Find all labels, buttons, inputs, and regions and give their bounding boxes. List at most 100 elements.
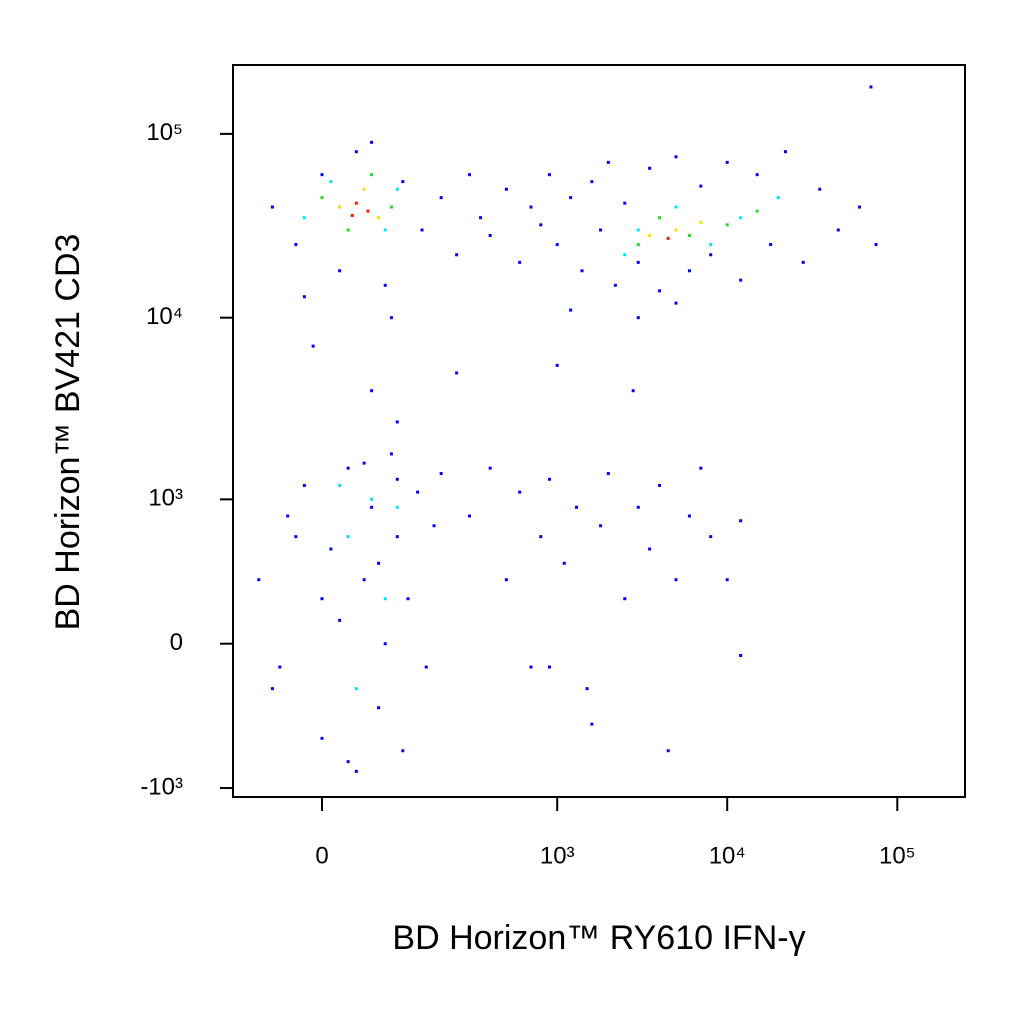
point: [488, 234, 492, 238]
point: [636, 228, 640, 232]
point: [504, 578, 508, 582]
point: [783, 150, 787, 154]
point: [687, 269, 691, 273]
point: [346, 535, 350, 539]
point: [562, 561, 566, 565]
point: [383, 597, 387, 601]
x-tick-label: 10³: [540, 842, 575, 869]
point: [725, 578, 729, 582]
point: [801, 260, 805, 264]
point: [674, 228, 678, 232]
point: [370, 140, 374, 144]
x-tick-label: 0: [315, 842, 328, 869]
plot-frame: [232, 64, 966, 798]
point: [338, 618, 342, 622]
point: [377, 216, 381, 220]
point: [346, 228, 350, 232]
point: [529, 665, 533, 669]
point: [623, 201, 627, 205]
point: [547, 173, 551, 177]
point: [362, 578, 366, 582]
point: [636, 316, 640, 320]
point: [539, 535, 543, 539]
point: [836, 228, 840, 232]
point: [439, 196, 443, 200]
point: [874, 243, 878, 247]
point: [739, 216, 743, 220]
point: [666, 749, 670, 753]
point: [658, 216, 662, 220]
point: [725, 223, 729, 227]
point: [769, 243, 773, 247]
point: [455, 253, 459, 257]
point: [401, 180, 405, 184]
point: [636, 260, 640, 264]
point: [370, 505, 374, 509]
point: [320, 173, 324, 177]
y-tick-label: 10⁴: [146, 303, 183, 330]
point: [389, 452, 393, 456]
x-tick-label: 10⁴: [709, 842, 746, 869]
point: [518, 490, 522, 494]
point: [354, 201, 358, 205]
point: [420, 228, 424, 232]
point: [699, 466, 703, 470]
point: [383, 283, 387, 287]
point: [377, 561, 381, 565]
y-tick-label: 10³: [148, 485, 183, 512]
point: [329, 547, 333, 551]
point: [395, 505, 399, 509]
point: [606, 160, 610, 164]
point: [395, 535, 399, 539]
point: [504, 187, 508, 191]
point: [354, 150, 358, 154]
point: [658, 289, 662, 293]
point: [539, 223, 543, 227]
point: [569, 196, 573, 200]
point: [383, 642, 387, 646]
point: [636, 505, 640, 509]
y-tick-label: 0: [170, 629, 183, 656]
point: [302, 216, 306, 220]
point: [389, 205, 393, 209]
point: [311, 344, 315, 348]
point: [302, 295, 306, 299]
point: [338, 269, 342, 273]
point: [648, 166, 652, 170]
point: [755, 209, 759, 213]
point: [776, 196, 780, 200]
point: [518, 260, 522, 264]
point: [606, 472, 610, 476]
point: [599, 524, 603, 528]
point: [674, 205, 678, 209]
point: [294, 535, 298, 539]
point: [858, 205, 862, 209]
point: [370, 497, 374, 501]
point: [479, 216, 483, 220]
point: [320, 597, 324, 601]
point: [366, 209, 370, 213]
point: [575, 505, 579, 509]
point: [278, 665, 282, 669]
point: [755, 173, 759, 177]
y-axis-label: BD Horizon™ BV421 CD3: [49, 234, 87, 631]
point: [346, 760, 350, 764]
point: [699, 184, 703, 188]
point: [666, 236, 670, 240]
point: [636, 243, 640, 247]
point: [302, 483, 306, 487]
point: [590, 180, 594, 184]
point: [338, 205, 342, 209]
point: [585, 687, 589, 691]
point: [270, 687, 274, 691]
point: [346, 466, 350, 470]
point: [555, 243, 559, 247]
point: [395, 187, 399, 191]
point: [687, 514, 691, 518]
x-tick-label: 10⁵: [879, 842, 916, 869]
point: [648, 547, 652, 551]
point: [569, 308, 573, 312]
point: [547, 665, 551, 669]
